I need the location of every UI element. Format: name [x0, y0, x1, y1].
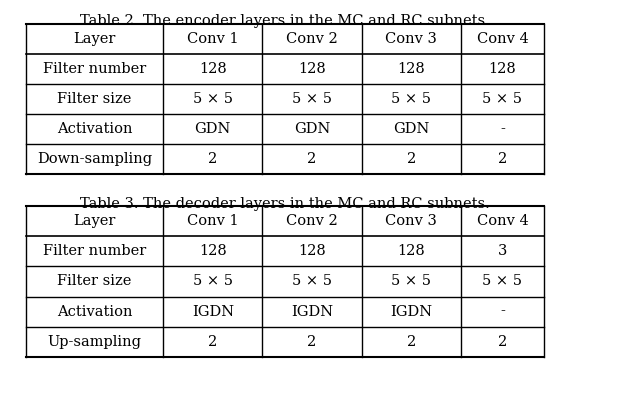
Text: Conv 2: Conv 2 — [286, 214, 338, 228]
Text: Filter number: Filter number — [43, 244, 146, 258]
Text: GDN: GDN — [195, 122, 231, 136]
Text: Conv 3: Conv 3 — [385, 32, 437, 45]
Text: 5 × 5: 5 × 5 — [292, 275, 332, 288]
Text: Filter number: Filter number — [43, 62, 146, 76]
Text: IGDN: IGDN — [390, 305, 432, 318]
Text: 2: 2 — [498, 152, 507, 166]
Text: 2: 2 — [208, 335, 218, 349]
Text: Down-sampling: Down-sampling — [37, 152, 152, 166]
Text: Conv 1: Conv 1 — [187, 32, 239, 45]
Text: Conv 3: Conv 3 — [385, 214, 437, 228]
Text: 5 × 5: 5 × 5 — [193, 275, 233, 288]
Text: Table 2. The encoder layers in the MC and RC subnets.: Table 2. The encoder layers in the MC an… — [80, 14, 490, 28]
Text: Table 3. The decoder layers in the MC and RC subnets.: Table 3. The decoder layers in the MC an… — [80, 197, 490, 211]
Text: IGDN: IGDN — [291, 305, 333, 318]
Text: Conv 1: Conv 1 — [187, 214, 239, 228]
Text: 128: 128 — [397, 62, 425, 76]
Text: Filter size: Filter size — [57, 275, 132, 288]
Text: 5 × 5: 5 × 5 — [483, 275, 522, 288]
Text: GDN: GDN — [393, 122, 429, 136]
Text: 128: 128 — [199, 62, 227, 76]
Text: Activation: Activation — [57, 122, 132, 136]
Text: 2: 2 — [498, 335, 507, 349]
Text: Conv 2: Conv 2 — [286, 32, 338, 45]
Text: 2: 2 — [307, 152, 317, 166]
Text: 128: 128 — [199, 244, 227, 258]
Text: GDN: GDN — [294, 122, 330, 136]
Text: IGDN: IGDN — [192, 305, 234, 318]
Text: 5 × 5: 5 × 5 — [193, 92, 233, 106]
Text: Layer: Layer — [73, 32, 116, 45]
Text: 5 × 5: 5 × 5 — [292, 92, 332, 106]
Text: 128: 128 — [298, 244, 326, 258]
Text: 2: 2 — [208, 152, 218, 166]
Text: 5 × 5: 5 × 5 — [391, 275, 431, 288]
Text: 128: 128 — [488, 62, 516, 76]
Text: 2: 2 — [307, 335, 317, 349]
Text: Activation: Activation — [57, 305, 132, 318]
Text: 128: 128 — [397, 244, 425, 258]
Text: -: - — [500, 122, 505, 136]
Text: Filter size: Filter size — [57, 92, 132, 106]
Text: 128: 128 — [298, 62, 326, 76]
Text: Conv 4: Conv 4 — [477, 214, 528, 228]
Text: 2: 2 — [406, 152, 416, 166]
Text: 3: 3 — [498, 244, 507, 258]
Text: Conv 4: Conv 4 — [477, 32, 528, 45]
Text: 5 × 5: 5 × 5 — [483, 92, 522, 106]
Text: Layer: Layer — [73, 214, 116, 228]
Text: -: - — [500, 305, 505, 318]
Text: 5 × 5: 5 × 5 — [391, 92, 431, 106]
Text: Up-sampling: Up-sampling — [47, 335, 141, 349]
Text: 2: 2 — [406, 335, 416, 349]
